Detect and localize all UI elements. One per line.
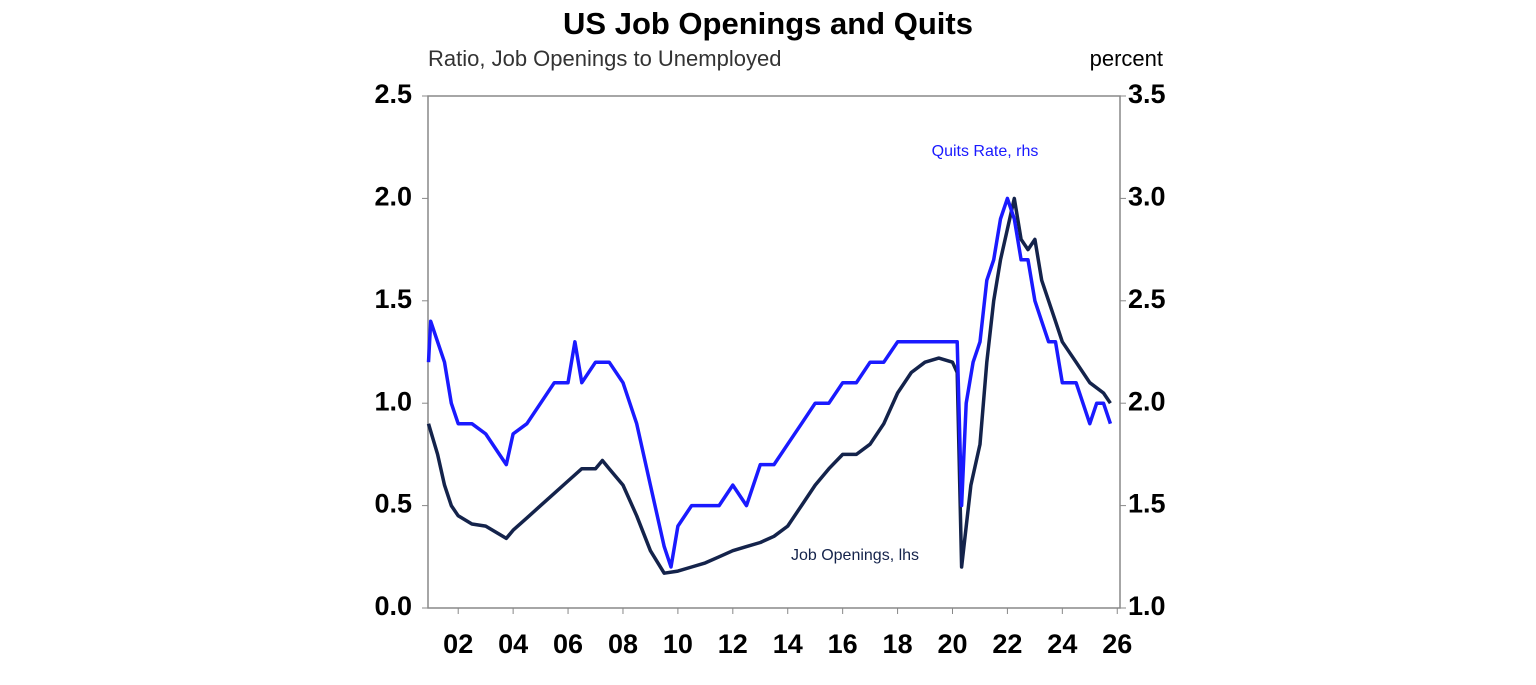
y-tick-label: 1.0	[374, 386, 412, 416]
x-tick-label: 02	[443, 629, 473, 659]
plot-frame	[427, 95, 1121, 609]
x-tick-label: 14	[773, 629, 803, 659]
x-tick-label: 18	[883, 629, 913, 659]
y-tick-label: 0.5	[374, 489, 412, 519]
y-tick-label: 0.0	[374, 591, 412, 621]
y2-tick-label: 1.0	[1128, 591, 1166, 621]
x-tick-label: 22	[992, 629, 1022, 659]
chart-title: US Job Openings and Quits	[563, 6, 973, 41]
y-axis-label: Ratio, Job Openings to Unemployed	[428, 46, 781, 71]
y2-tick-label: 3.0	[1128, 182, 1166, 212]
x-tick-label: 16	[828, 629, 858, 659]
y2-tick-label: 3.5	[1128, 79, 1166, 109]
y2-tick-label: 2.5	[1128, 284, 1166, 314]
annotation: Quits Rate, rhs	[932, 143, 1039, 160]
x-tick-label: 20	[937, 629, 967, 659]
x-tick-label: 10	[663, 629, 693, 659]
annotation: Job Openings, lhs	[791, 547, 919, 564]
x-tick-label: 24	[1047, 629, 1077, 659]
y2-tick-label: 1.5	[1128, 489, 1166, 519]
series-line	[426, 196, 1113, 569]
y2-axis-label: percent	[1090, 46, 1163, 71]
y-tick-label: 2.5	[374, 79, 412, 109]
series-line	[426, 196, 1112, 575]
x-tick-label: 08	[608, 629, 638, 659]
y-tick-label: 1.5	[374, 284, 412, 314]
x-tick-label: 12	[718, 629, 748, 659]
x-tick-label: 06	[553, 629, 583, 659]
x-tick-label: 26	[1102, 629, 1132, 659]
x-tick-label: 04	[498, 629, 528, 659]
y-tick-label: 2.0	[374, 182, 412, 212]
y2-tick-label: 2.0	[1128, 386, 1166, 416]
